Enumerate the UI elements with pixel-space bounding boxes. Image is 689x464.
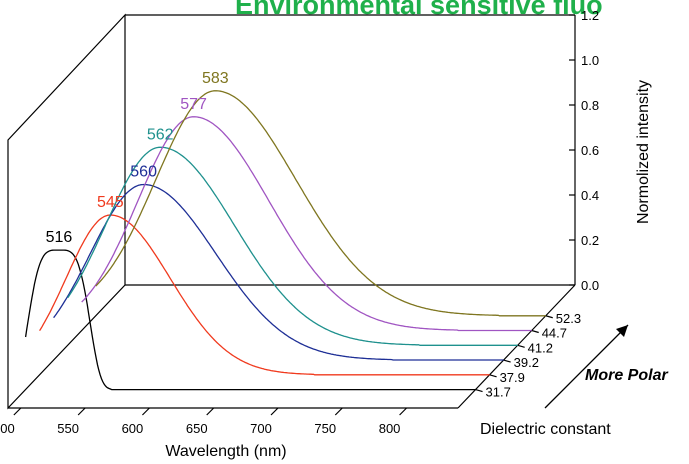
x-tick-mark bbox=[334, 407, 343, 416]
x-tick-mark bbox=[77, 407, 86, 416]
y-tick-label: 0.0 bbox=[581, 278, 599, 293]
dielectric-tick-mark bbox=[475, 388, 483, 393]
x-tick-label: 700 bbox=[250, 421, 272, 436]
peak-label: 560 bbox=[130, 164, 157, 181]
x-tick-mark bbox=[142, 407, 150, 416]
peak-labels: 516 545 560 562 577 583 bbox=[46, 70, 229, 246]
more-polar-arrowhead bbox=[616, 325, 628, 337]
y-axis-ticks: 0.0 0.2 0.4 0.6 0.8 1.0 1.2 bbox=[569, 8, 599, 293]
floor-right-edge bbox=[457, 284, 576, 409]
x-axis-ticks: 500 550 600 650 700 750 800 bbox=[0, 407, 407, 436]
dielectric-tick-mark bbox=[503, 359, 511, 363]
x-tick-label: 650 bbox=[186, 421, 208, 436]
x-tick-mark bbox=[399, 407, 407, 416]
spectrum-line-41.2 bbox=[67, 146, 518, 346]
plot-frame bbox=[7, 13, 576, 410]
spectrum-line-44.7 bbox=[81, 116, 532, 332]
y-tick-label: 1.2 bbox=[581, 8, 599, 23]
dielectric-tick-mark bbox=[531, 329, 539, 334]
y-tick-label: 0.8 bbox=[581, 98, 599, 113]
peak-label: 577 bbox=[180, 96, 207, 113]
dielectric-tick-mark bbox=[489, 374, 497, 378]
spectrum-line-37.9 bbox=[39, 214, 490, 376]
dielectric-tick-mark bbox=[517, 344, 525, 348]
spectrum-line-39.2 bbox=[53, 183, 504, 361]
x-tick-label: 800 bbox=[379, 421, 401, 436]
more-polar-label: More Polar bbox=[585, 367, 668, 384]
dielectric-tick-label: 41.2 bbox=[528, 340, 553, 355]
x-tick-mark bbox=[13, 407, 22, 416]
dielectric-tick-label: 31.7 bbox=[486, 385, 511, 400]
x-axis-label: Wavelength (nm) bbox=[165, 443, 286, 460]
dielectric-axis-ticks: 31.737.939.241.244.752.3 bbox=[475, 311, 581, 400]
x-tick-label: 550 bbox=[57, 421, 79, 436]
peak-label: 583 bbox=[202, 70, 229, 87]
more-polar-arrow bbox=[544, 324, 629, 409]
y-tick-label: 0.2 bbox=[581, 233, 599, 248]
peak-label: 562 bbox=[147, 126, 174, 143]
dielectric-tick-label: 44.7 bbox=[542, 326, 567, 341]
y-axis-label: Normolized intensity bbox=[635, 80, 652, 224]
x-tick-mark bbox=[206, 407, 215, 416]
dielectric-tick-label: 52.3 bbox=[556, 311, 581, 326]
x-tick-label: 750 bbox=[314, 421, 336, 436]
x-tick-label: 500 bbox=[0, 421, 15, 436]
spectrum-line-31.7 bbox=[24, 249, 476, 391]
y-tick-label: 1.0 bbox=[581, 53, 599, 68]
x-tick-mark bbox=[270, 407, 279, 416]
peak-label: 516 bbox=[46, 229, 73, 246]
y-tick-label: 0.6 bbox=[581, 143, 599, 158]
dielectric-tick-label: 37.9 bbox=[500, 370, 525, 385]
x-tick-label: 600 bbox=[122, 421, 144, 436]
peak-label: 545 bbox=[97, 194, 124, 211]
back-panel-left bbox=[7, 13, 126, 410]
dielectric-axis-label: Dielectric constant bbox=[480, 421, 611, 438]
y-tick-label: 0.4 bbox=[581, 188, 599, 203]
spectrum-line-52.3 bbox=[95, 90, 546, 317]
dielectric-tick-mark bbox=[545, 315, 553, 319]
spectra-curves bbox=[24, 90, 546, 391]
chart-title: Environmental sensitive fluo bbox=[235, 0, 603, 20]
dielectric-tick-label: 39.2 bbox=[514, 355, 539, 370]
